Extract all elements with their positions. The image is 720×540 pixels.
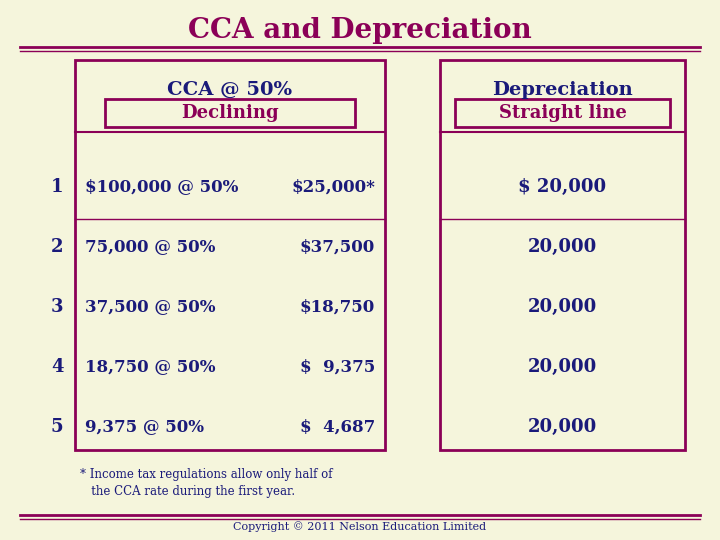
- Text: 20,000: 20,000: [528, 358, 597, 376]
- Text: $ 20,000: $ 20,000: [518, 178, 606, 196]
- Text: 9,375 @ 50%: 9,375 @ 50%: [85, 418, 204, 435]
- Text: 18,750 @ 50%: 18,750 @ 50%: [85, 359, 215, 375]
- Text: CCA and Depreciation: CCA and Depreciation: [188, 17, 532, 44]
- Text: 3: 3: [50, 298, 63, 316]
- Text: Depreciation: Depreciation: [492, 81, 633, 99]
- FancyBboxPatch shape: [105, 99, 355, 127]
- Text: 20,000: 20,000: [528, 298, 597, 316]
- Text: 2: 2: [50, 238, 63, 256]
- Text: 1: 1: [50, 178, 63, 196]
- Text: $18,750: $18,750: [300, 299, 375, 315]
- Text: Declining: Declining: [181, 104, 279, 122]
- FancyBboxPatch shape: [75, 60, 385, 450]
- Text: 37,500 @ 50%: 37,500 @ 50%: [85, 299, 215, 315]
- Text: 20,000: 20,000: [528, 418, 597, 436]
- Text: 20,000: 20,000: [528, 238, 597, 256]
- Text: 75,000 @ 50%: 75,000 @ 50%: [85, 239, 215, 255]
- Text: Copyright © 2011 Nelson Education Limited: Copyright © 2011 Nelson Education Limite…: [233, 522, 487, 532]
- Text: Straight line: Straight line: [498, 104, 626, 122]
- Text: 5: 5: [50, 418, 63, 436]
- Text: CCA @ 50%: CCA @ 50%: [168, 81, 292, 99]
- Text: $  9,375: $ 9,375: [300, 359, 375, 375]
- FancyBboxPatch shape: [440, 60, 685, 450]
- Text: * Income tax regulations allow only half of
   the CCA rate during the first yea: * Income tax regulations allow only half…: [80, 468, 333, 498]
- Text: 4: 4: [50, 358, 63, 376]
- Text: $100,000 @ 50%: $100,000 @ 50%: [85, 179, 238, 195]
- Text: $25,000*: $25,000*: [291, 179, 375, 195]
- FancyBboxPatch shape: [455, 99, 670, 127]
- Text: $  4,687: $ 4,687: [300, 418, 375, 435]
- Text: $37,500: $37,500: [300, 239, 375, 255]
